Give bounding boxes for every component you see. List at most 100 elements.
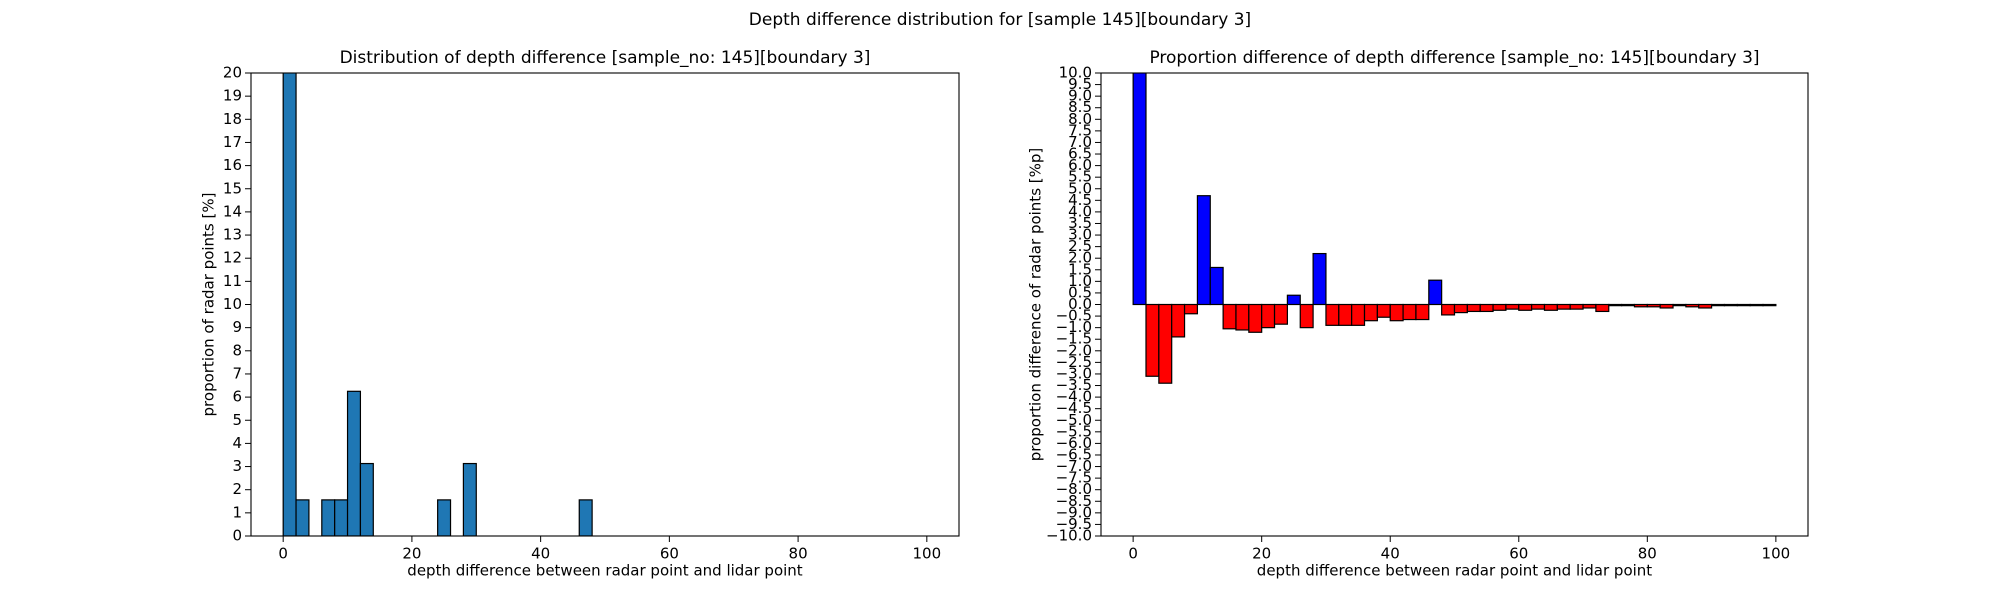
y-tick-label: 7 <box>232 364 242 382</box>
x-tick-label: 100 <box>912 545 941 563</box>
bar <box>1338 303 1353 326</box>
y-tick-label: 8.0 <box>1068 110 1092 128</box>
bar <box>1209 266 1224 306</box>
bar <box>1633 303 1648 308</box>
bar <box>1389 303 1404 322</box>
bar <box>1479 303 1494 313</box>
y-tick-label: 1 <box>232 503 242 521</box>
bar <box>1646 303 1661 308</box>
bar <box>1710 303 1726 307</box>
y-tick-label: −9.5 <box>1056 515 1092 533</box>
bar <box>1659 303 1674 309</box>
x-tick-label: 100 <box>1762 545 1791 563</box>
bar <box>1685 303 1700 308</box>
bar <box>1608 303 1623 307</box>
bar <box>334 499 349 536</box>
y-tick-label: −4.5 <box>1056 399 1092 417</box>
y-tick-label: 4 <box>232 434 242 452</box>
y-tick-label: 10 <box>223 295 242 313</box>
y-tick-label: −5.5 <box>1056 422 1092 440</box>
y-tick-label: 15 <box>223 179 242 197</box>
bar <box>1235 303 1250 331</box>
y-tick-label: 8.5 <box>1068 98 1092 116</box>
bar <box>1183 303 1199 315</box>
y-tick-label: 10.0 <box>1059 64 1092 82</box>
y-tick-label: 2.5 <box>1068 237 1092 255</box>
y-tick-label: −6.5 <box>1056 445 1092 463</box>
bar <box>1273 303 1288 325</box>
y-tick-label: 11 <box>223 272 242 290</box>
y-tick-label: −0.5 <box>1056 307 1092 325</box>
bar <box>1621 303 1636 307</box>
y-tick-label: 1.5 <box>1068 260 1092 278</box>
y-tick-label: 3.0 <box>1068 226 1092 244</box>
y-tick-label: −4.0 <box>1056 388 1092 406</box>
y-tick-label: −7.0 <box>1056 457 1092 475</box>
x-tick-label: 60 <box>1509 545 1528 563</box>
bar <box>1556 303 1571 310</box>
bar <box>282 73 297 536</box>
y-tick-label: 17 <box>223 133 242 151</box>
bar <box>1543 303 1558 311</box>
bar <box>1749 303 1764 307</box>
x-tick-label: 80 <box>1638 545 1657 563</box>
bar <box>1492 303 1507 311</box>
bar <box>437 499 452 536</box>
y-tick-label: 1.0 <box>1068 272 1092 290</box>
bar <box>1351 303 1366 326</box>
y-tick-label: 13 <box>223 226 242 244</box>
y-tick-label: 12 <box>223 249 242 267</box>
bar <box>1441 303 1456 316</box>
y-tick-label: −3.0 <box>1056 364 1092 382</box>
bar <box>1569 303 1584 310</box>
bar <box>1376 303 1391 318</box>
y-tick-label: 3 <box>232 457 242 475</box>
y-tick-label: 0 <box>232 527 242 545</box>
x-axis-label: depth difference between radar point and… <box>1257 562 1653 580</box>
y-tick-label: −10.0 <box>1046 527 1092 545</box>
y-tick-label: −5.0 <box>1056 411 1092 429</box>
bar <box>1531 303 1546 310</box>
y-tick-label: 8 <box>232 341 242 359</box>
bar <box>1723 303 1738 307</box>
y-tick-label: −2.0 <box>1056 341 1092 359</box>
bar <box>1248 303 1263 333</box>
y-tick-label: 7.5 <box>1068 121 1092 139</box>
bar <box>1222 303 1237 330</box>
y-tick-label: −6.0 <box>1056 434 1092 452</box>
x-tick-label: 40 <box>531 545 550 563</box>
bar <box>1171 303 1186 338</box>
y-tick-label: 9.0 <box>1068 87 1092 105</box>
bar <box>1762 303 1777 307</box>
y-tick-label: −1.0 <box>1056 318 1092 336</box>
bar <box>1325 303 1340 326</box>
y-tick-label: 14 <box>223 202 242 220</box>
bar <box>1402 303 1417 321</box>
x-tick-label: 20 <box>402 545 421 563</box>
y-tick-label: −8.0 <box>1056 480 1092 498</box>
bar <box>1196 195 1211 306</box>
plot-area <box>1132 73 1777 384</box>
y-tick-label: 2.0 <box>1068 249 1092 267</box>
bar <box>295 499 310 536</box>
bar <box>1466 303 1481 313</box>
y-tick-label: 9 <box>232 318 242 336</box>
y-tick-label: −8.5 <box>1056 492 1092 510</box>
y-tick-label: 19 <box>223 87 242 105</box>
y-tick-label: 18 <box>223 110 242 128</box>
bar <box>1698 303 1713 309</box>
y-tick-label: 6 <box>232 388 242 406</box>
y-tick-label: −3.5 <box>1056 376 1092 394</box>
bar <box>1453 303 1468 314</box>
bar <box>1158 303 1173 384</box>
y-tick-label: 16 <box>223 156 242 174</box>
bar <box>1736 303 1751 307</box>
y-tick-label: 5.0 <box>1068 179 1092 197</box>
y-tick-label: 5 <box>232 411 242 429</box>
x-axis-label: depth difference between radar point and… <box>407 562 803 580</box>
bar <box>1286 294 1301 306</box>
x-tick-label: 0 <box>278 545 288 563</box>
bar <box>1312 252 1327 306</box>
